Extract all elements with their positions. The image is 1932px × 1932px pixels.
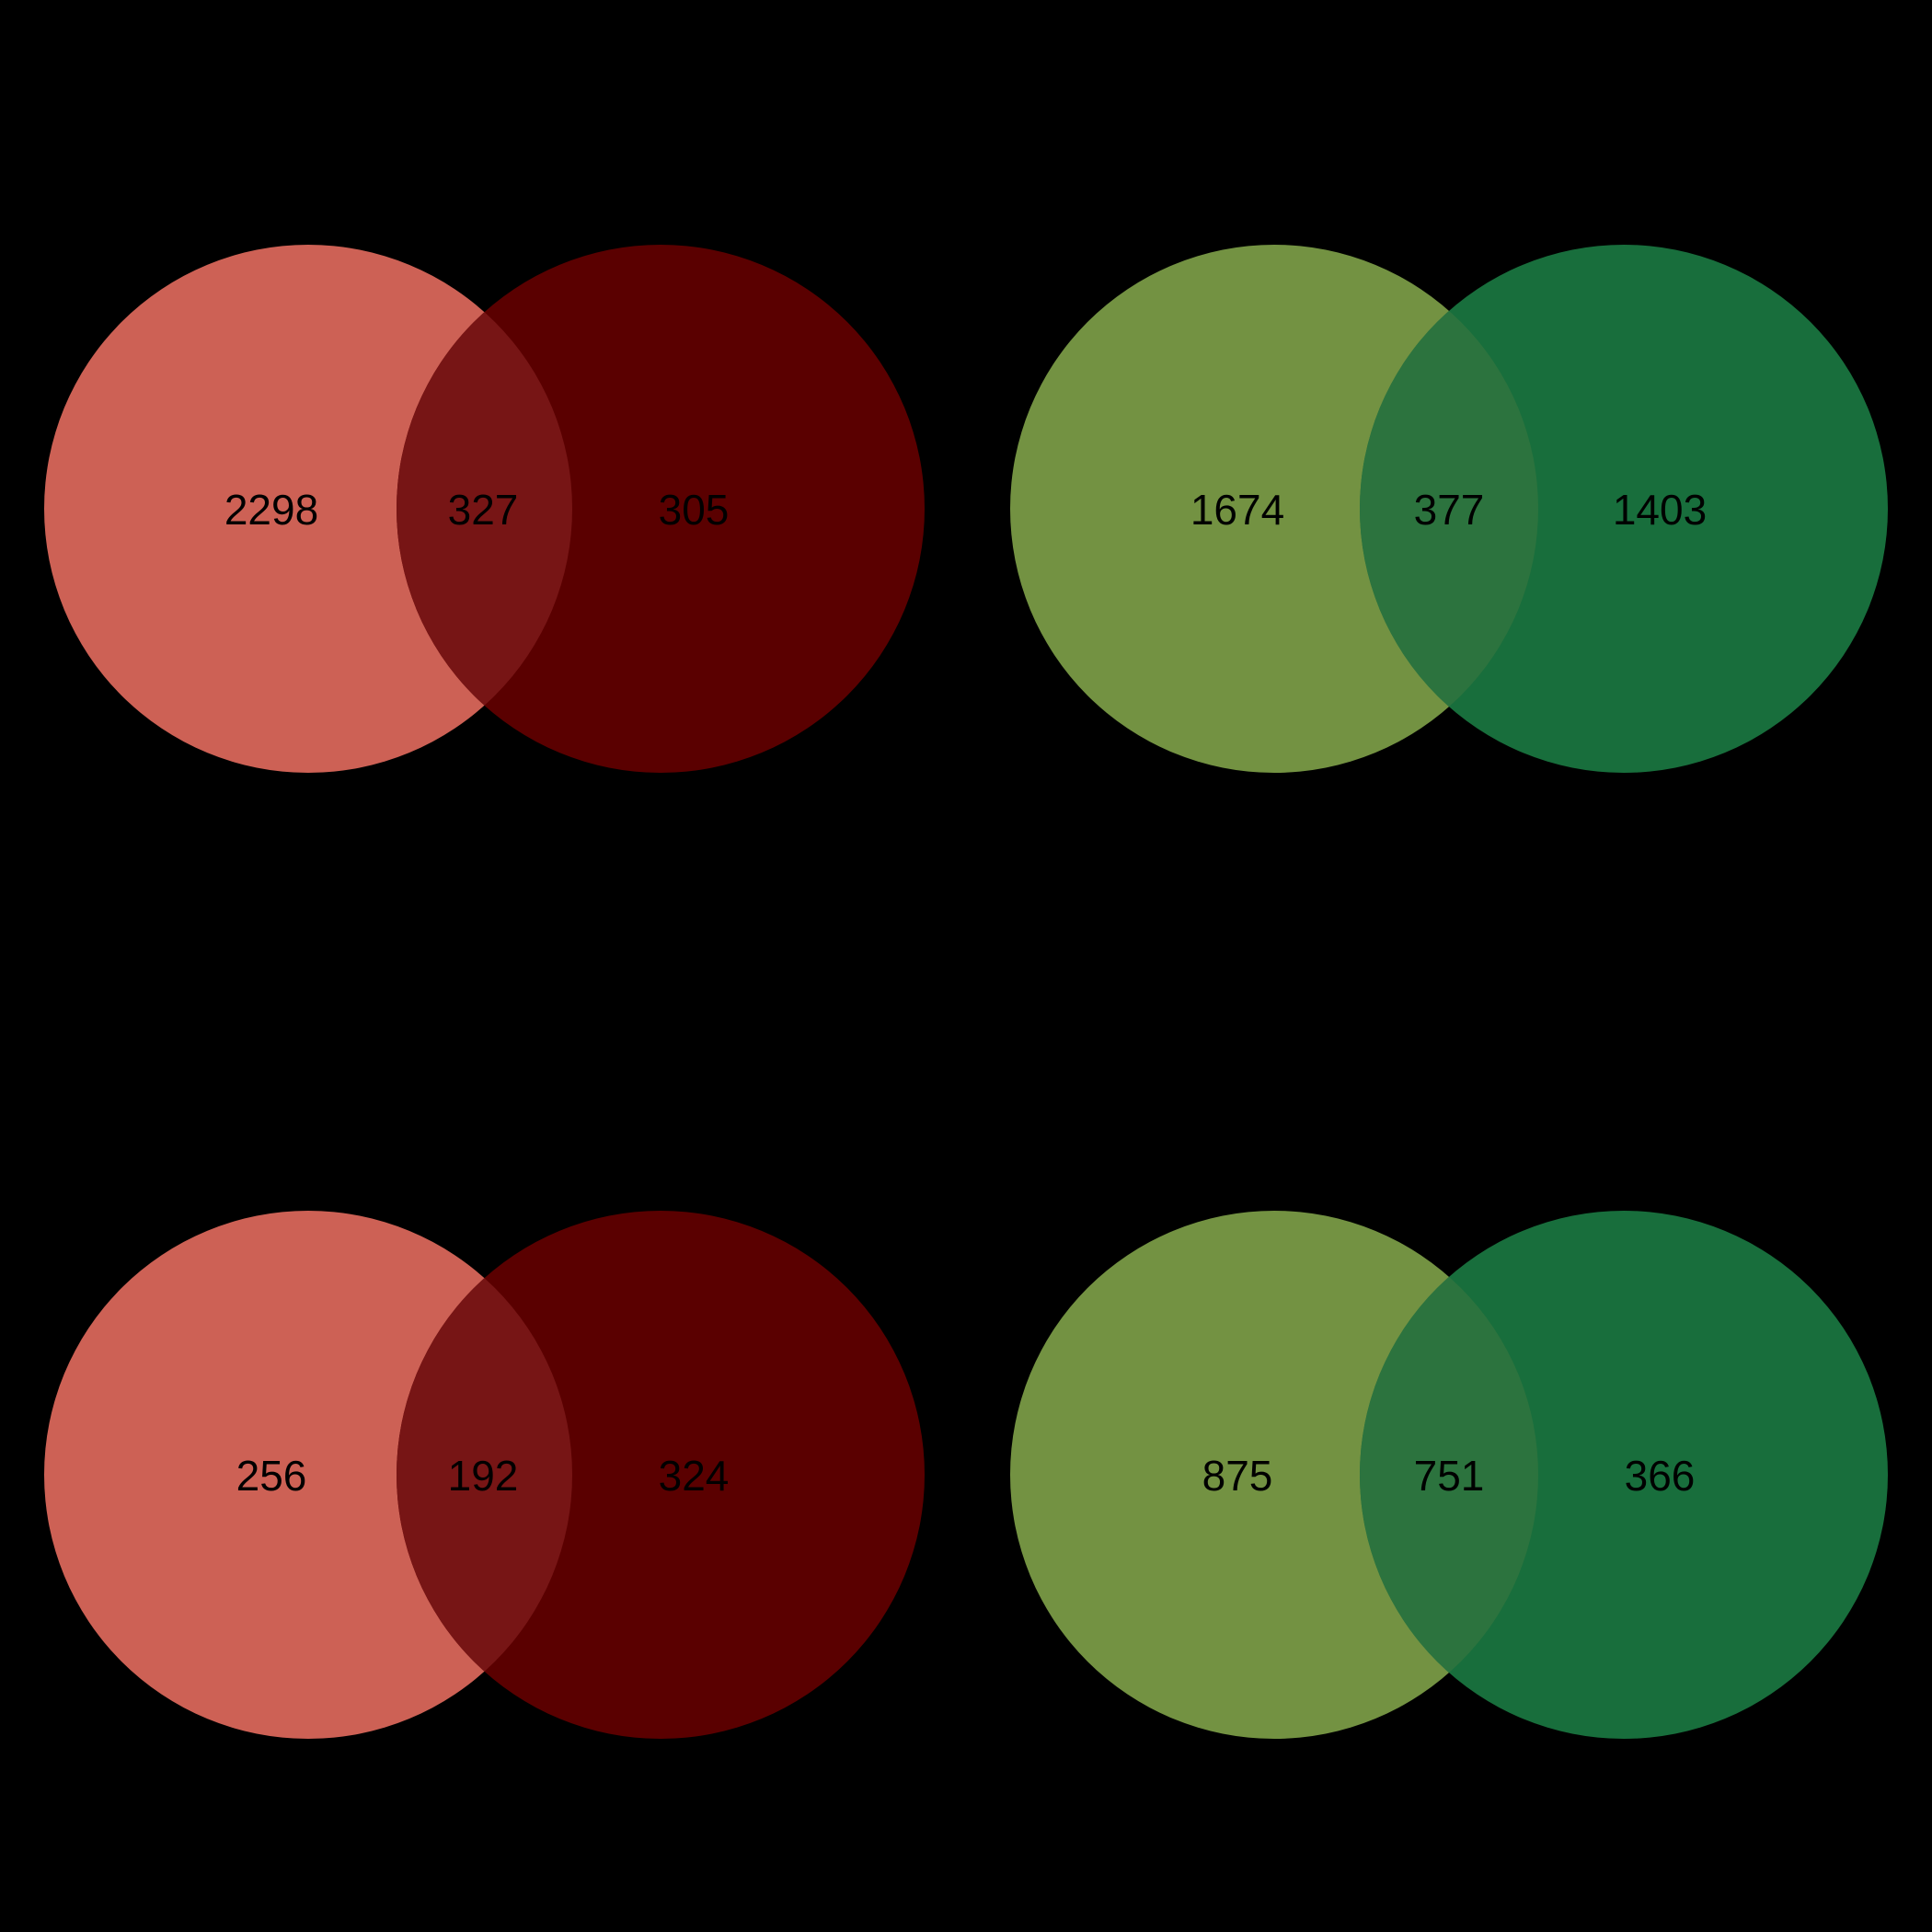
venn-panel-bottom-right: 875 751 366 <box>1010 1211 1888 1739</box>
overlap-count: 192 <box>448 1452 519 1500</box>
right-only-count: 1403 <box>1613 486 1707 534</box>
right-only-count: 366 <box>1625 1452 1696 1500</box>
left-only-count: 875 <box>1202 1452 1273 1500</box>
overlap-count: 751 <box>1414 1452 1485 1500</box>
left-only-count: 2298 <box>224 486 318 534</box>
overlap-count: 377 <box>1414 486 1485 534</box>
venn-panel-bottom-left: 256 192 324 <box>44 1211 925 1739</box>
left-only-count: 256 <box>236 1452 307 1500</box>
venn-overlap-region <box>397 1211 572 1739</box>
venn-overlap-region <box>397 245 572 773</box>
venn-overlap-region <box>1360 245 1538 773</box>
right-only-count: 324 <box>659 1452 730 1500</box>
venn-overlap-region <box>1360 1211 1538 1739</box>
right-only-count: 305 <box>659 486 730 534</box>
venn-panel-top-left: 2298 327 305 <box>44 245 925 773</box>
venn-panel-top-right: 1674 377 1403 <box>1010 245 1888 773</box>
overlap-count: 327 <box>448 486 519 534</box>
left-only-count: 1674 <box>1190 486 1284 534</box>
